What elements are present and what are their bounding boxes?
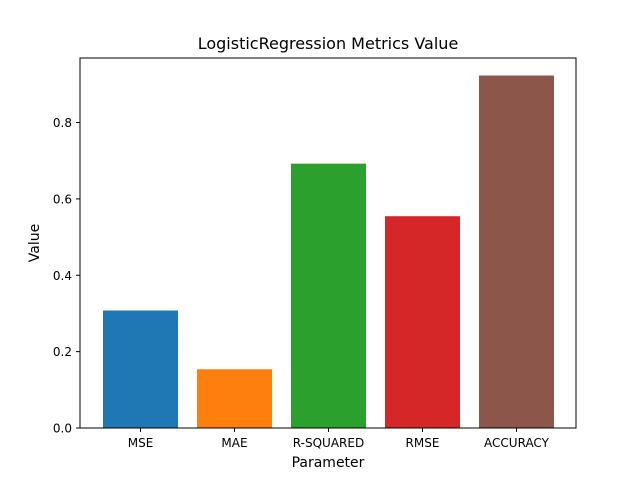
plot-area: MSE MAE R-SQUARED RMSE ACCURACY 0.0 0.2 0.4 0.6… [53,57,577,450]
chart-title: LogisticRegression Metrics Value [198,34,459,53]
x-axis-label: Parameter [292,455,365,471]
bar-mse [103,310,178,428]
y-tick-label: 0.8 [53,116,72,130]
y-tick-label: 0.2 [53,345,72,359]
x-tick-label: ACCURACY [484,436,550,450]
y-axis-label: Value [27,224,43,262]
bar-rmse [385,216,460,428]
y-tick-label: 0.0 [53,422,72,436]
x-tick-label: RMSE [406,436,440,450]
x-tick-label: MAE [221,436,247,450]
y-tick-label: 0.4 [53,269,72,283]
y-axis-ticks: 0.0 0.2 0.4 0.6 0.8 [53,116,80,436]
bar-accuracy [479,75,554,428]
bar-r-squared [291,163,366,428]
y-tick-label: 0.6 [53,192,72,206]
x-axis-ticks: MSE MAE R-SQUARED RMSE ACCURACY [128,428,550,450]
bar-group [103,75,554,428]
bar-mae [197,369,272,428]
x-tick-label: MSE [128,436,154,450]
x-tick-label: R-SQUARED [293,436,364,450]
